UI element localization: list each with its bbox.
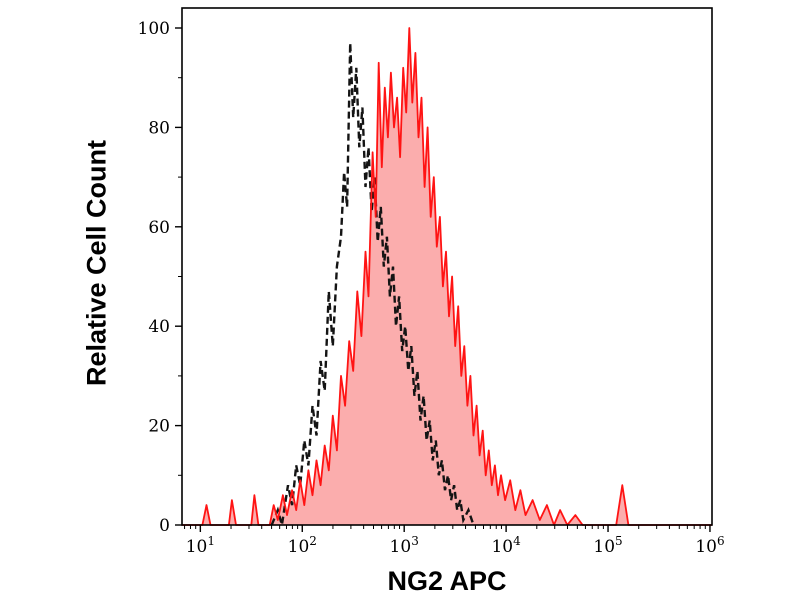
x-tick-label: 106	[695, 534, 724, 557]
y-tick-label: 0	[159, 516, 170, 536]
x-axis-minor-ticks	[184, 525, 706, 529]
y-axis-title: Relative Cell Count	[81, 139, 112, 387]
x-axis-title: NG2 APC	[387, 566, 507, 596]
x-tick-label: 103	[390, 534, 419, 557]
plot-frame	[181, 7, 713, 526]
y-tick-label: 80	[148, 118, 170, 138]
y-axis-minor-ticks	[178, 77, 182, 476]
x-tick-label: 104	[491, 534, 521, 557]
black-dashed-control-trace	[270, 42, 475, 526]
y-tick-label: 100	[138, 19, 170, 39]
x-tick-label: 105	[593, 534, 622, 557]
x-axis-major-ticks: 101 102 103 104 105 106	[186, 525, 725, 557]
y-axis-major-ticks: 0 20 40 60 80 100	[138, 19, 182, 536]
y-tick-label: 20	[148, 417, 170, 437]
y-tick-label: 40	[148, 317, 170, 337]
x-tick-label: 101	[186, 534, 215, 557]
x-tick-label: 102	[288, 534, 317, 557]
red-histogram-trace	[182, 27, 712, 526]
y-tick-label: 60	[148, 218, 170, 238]
